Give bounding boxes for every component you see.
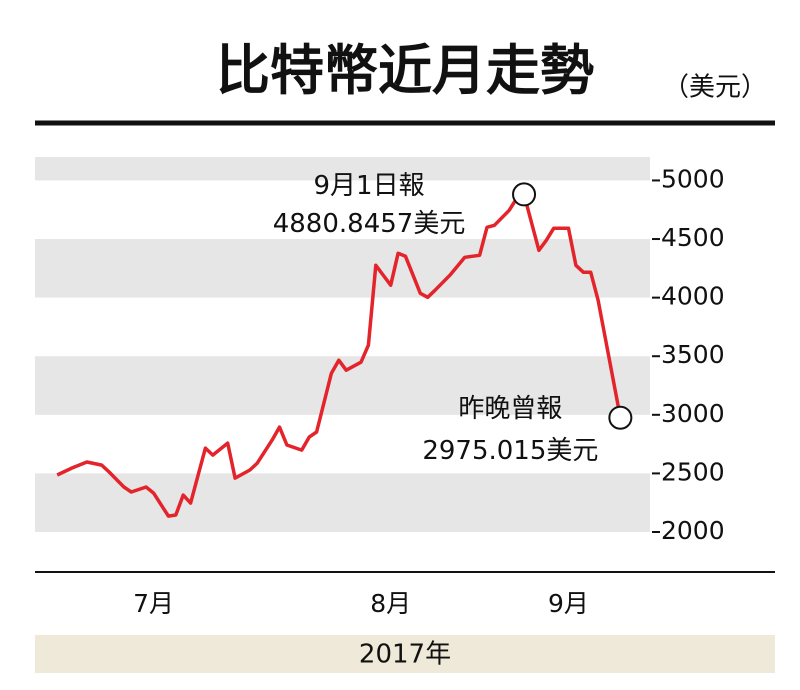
grid-band [35, 157, 650, 181]
year-band [35, 635, 775, 673]
annotation-marker [512, 182, 537, 207]
x-tick-label: 7月 [133, 589, 174, 618]
y-tick-label: 2000 [661, 516, 725, 545]
y-tick-label: 5000 [661, 164, 725, 193]
unit-label: （美元） [663, 73, 767, 103]
annotation-label: 4880.8457美元 [273, 209, 466, 239]
grid-band [35, 239, 650, 298]
y-tick-label: 3500 [661, 340, 725, 369]
x-tick-label: 9月 [548, 589, 589, 618]
annotation-label: 2975.015美元 [422, 436, 598, 466]
grid-band [35, 473, 650, 532]
annotation-text: 9月1日報 [313, 171, 424, 201]
y-tick-label: 3000 [661, 399, 725, 428]
y-tick-label: 4500 [661, 223, 725, 252]
annotation-text: 昨晚曾報 [458, 394, 562, 424]
chart-title: 比特幣近月走勢 [216, 38, 594, 102]
x-axis-label: 2017年 [359, 640, 451, 670]
annotation-marker [608, 405, 633, 430]
y-tick-label: 4000 [661, 282, 725, 311]
y-tick-label: 2500 [661, 457, 725, 486]
x-tick-label: 8月 [370, 589, 411, 618]
